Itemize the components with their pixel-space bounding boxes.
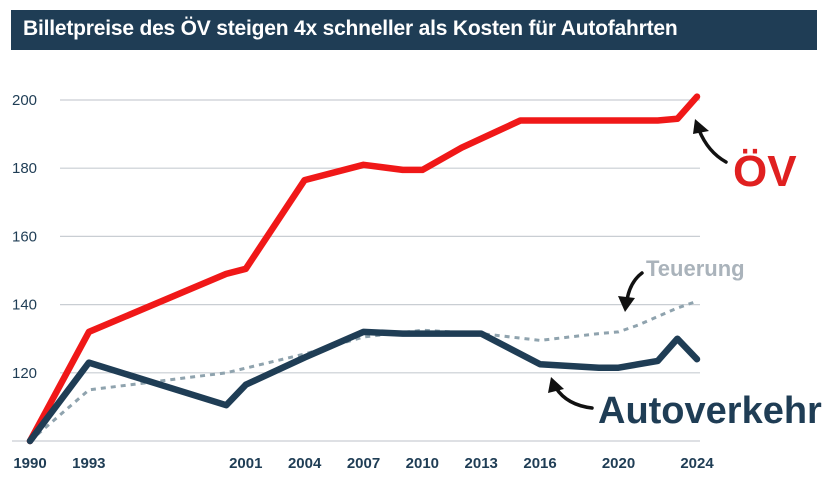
x-tick-label: 2016 [523, 455, 556, 472]
x-tick-label: 2013 [465, 455, 498, 472]
series-label-teuerung: Teuerung [646, 256, 745, 281]
arrow-autoverkehr-head [548, 377, 564, 393]
x-tick-label: 2007 [347, 455, 380, 472]
y-axis-ticks: 120 140 160 180 200 [12, 92, 37, 382]
series-line-oev [26, 93, 701, 445]
series-line-teuerung [29, 299, 698, 443]
y-tick-label: 160 [12, 228, 37, 245]
chart-title: Billetpreise des ÖV steigen 4x schneller… [23, 17, 678, 40]
series-label-autoverkehr: Autoverkehr [598, 390, 822, 432]
y-tick-label: 180 [12, 160, 37, 177]
series-label-oev: ÖV [733, 147, 797, 196]
title-bar: Billetpreise des ÖV steigen 4x schneller… [11, 10, 817, 50]
x-tick-label: 2001 [229, 455, 262, 472]
series-lines [26, 93, 701, 445]
y-tick-label: 140 [12, 297, 37, 314]
x-tick-label: 2020 [602, 455, 635, 472]
arrow-teuerung-head [618, 296, 635, 312]
arrow-oev [697, 128, 728, 164]
x-tick-label: 2004 [288, 455, 322, 472]
series-line-autoverkehr [26, 328, 701, 445]
annotations: ÖV Teuerung Autoverkehr [548, 119, 822, 432]
x-tick-label: 1993 [72, 455, 105, 472]
y-tick-label: 120 [12, 365, 37, 382]
x-tick-label: 1990 [13, 455, 46, 472]
arrow-autoverkehr [554, 386, 594, 410]
x-axis-ticks: 1990 1993 2001 2004 2007 2010 2013 2016 2020 2024 [13, 455, 714, 472]
arrow-teuerung [625, 271, 644, 302]
x-tick-label: 2024 [680, 455, 714, 472]
y-tick-label: 200 [12, 92, 37, 109]
x-tick-label: 2010 [406, 455, 439, 472]
arrow-oev-head [693, 119, 709, 134]
grid-lines [12, 99, 700, 442]
